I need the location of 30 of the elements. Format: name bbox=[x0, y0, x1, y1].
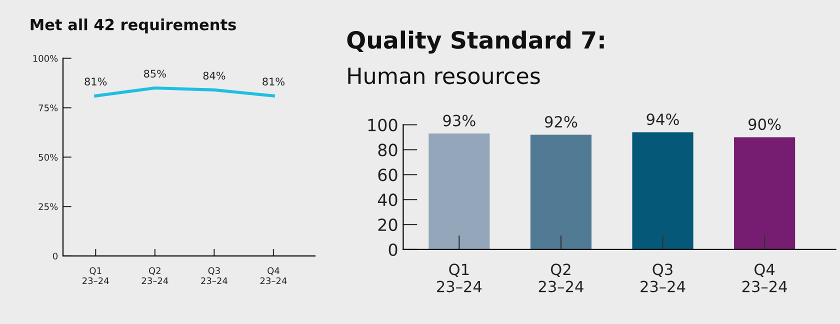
y-tick-label: 50% bbox=[38, 154, 58, 161]
chart-subtitle: Human resources bbox=[348, 68, 540, 84]
data-label: 81% bbox=[84, 78, 107, 86]
data-label: 81% bbox=[262, 78, 284, 86]
x-tick-label: Q2 23–24 bbox=[538, 264, 584, 292]
y-tick-label: 25% bbox=[38, 203, 58, 210]
x-tick-label: Q1 23–24 bbox=[82, 267, 109, 284]
x-tick-label: Q3 23–24 bbox=[201, 267, 228, 284]
chart-title: Met all 42 requirements bbox=[30, 18, 236, 34]
data-label: 94% bbox=[646, 114, 679, 126]
x-tick-label: Q2 23–24 bbox=[142, 267, 168, 284]
x-tick-label: Q4 23–24 bbox=[742, 264, 787, 292]
y-tick-label: 75% bbox=[38, 104, 58, 112]
data-label: 93% bbox=[443, 114, 476, 126]
y-tick-label: 100 bbox=[368, 118, 398, 132]
y-tick-label: 20 bbox=[378, 218, 398, 232]
x-tick-label: Q3 23–24 bbox=[640, 264, 686, 292]
x-tick-label: Q1 23–24 bbox=[437, 264, 482, 292]
y-tick-label: 80 bbox=[378, 144, 398, 156]
data-label: 92% bbox=[544, 116, 578, 128]
y-tick-label: 0 bbox=[388, 243, 398, 256]
x-tick-label: Q4 23–24 bbox=[260, 267, 287, 284]
data-label: 84% bbox=[203, 72, 226, 80]
y-tick-label: 40 bbox=[378, 194, 398, 206]
y-tick-label: 0 bbox=[52, 252, 58, 260]
chart-title: Quality Standard 7: bbox=[347, 30, 604, 54]
data-label: 90% bbox=[748, 118, 781, 130]
data-label: 85% bbox=[144, 70, 166, 78]
y-tick-label: 60 bbox=[378, 168, 398, 182]
y-tick-label: 100% bbox=[33, 55, 58, 62]
